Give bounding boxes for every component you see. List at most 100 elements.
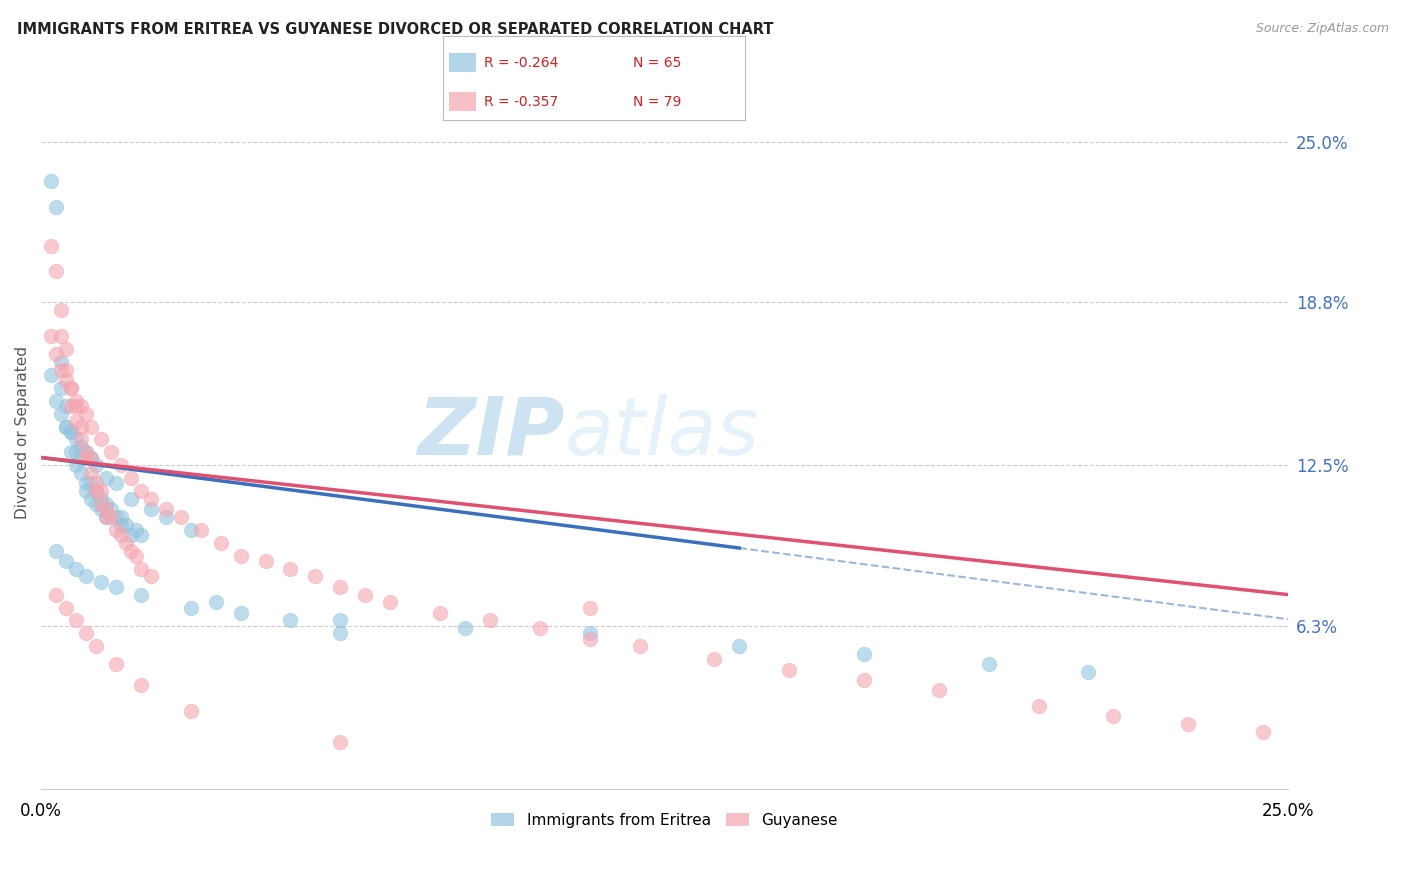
Text: Source: ZipAtlas.com: Source: ZipAtlas.com: [1256, 22, 1389, 36]
Point: [280, 562, 302, 576]
Point: [39, 329, 62, 343]
Point: [429, 606, 451, 620]
Point: [75, 450, 97, 465]
Point: [45, 393, 67, 408]
Point: [70, 440, 93, 454]
Point: [90, 502, 112, 516]
Point: [45, 264, 67, 278]
Point: [49, 407, 72, 421]
Point: [329, 580, 352, 594]
Point: [65, 433, 87, 447]
Point: [55, 362, 77, 376]
Point: [60, 399, 83, 413]
Point: [75, 626, 97, 640]
Point: [380, 595, 402, 609]
Text: ZIP: ZIP: [418, 394, 565, 472]
Point: [209, 536, 232, 550]
Point: [65, 614, 87, 628]
Point: [90, 574, 112, 589]
Point: [55, 419, 77, 434]
Point: [94, 510, 117, 524]
Point: [84, 484, 107, 499]
Point: [110, 510, 132, 524]
Point: [75, 407, 97, 421]
Point: [728, 640, 751, 654]
Point: [65, 399, 87, 413]
Point: [45, 347, 67, 361]
Point: [100, 502, 122, 516]
Point: [478, 614, 501, 628]
Point: [329, 626, 352, 640]
Point: [578, 632, 600, 646]
Point: [578, 600, 600, 615]
Point: [115, 517, 138, 532]
Point: [49, 329, 72, 343]
Point: [129, 484, 152, 499]
Point: [84, 476, 107, 491]
Point: [80, 450, 103, 465]
Point: [90, 497, 112, 511]
Point: [1177, 717, 1199, 731]
Point: [94, 497, 117, 511]
Point: [110, 528, 132, 542]
Point: [1251, 724, 1274, 739]
Point: [60, 425, 83, 439]
Point: [65, 414, 87, 428]
Point: [155, 510, 177, 524]
Point: [55, 342, 77, 356]
Point: [180, 600, 202, 615]
Point: [84, 640, 107, 654]
Point: [104, 476, 127, 491]
Point: [104, 523, 127, 537]
Point: [120, 471, 142, 485]
Point: [852, 647, 875, 661]
Point: [139, 491, 162, 506]
Point: [65, 458, 87, 473]
Point: [80, 466, 103, 480]
Point: [120, 543, 142, 558]
Point: [129, 588, 152, 602]
Point: [65, 562, 87, 576]
Point: [329, 735, 352, 749]
Point: [703, 652, 725, 666]
Point: [80, 476, 103, 491]
Point: [928, 683, 950, 698]
Text: R = -0.264: R = -0.264: [484, 56, 558, 70]
Point: [49, 303, 72, 318]
Point: [70, 419, 93, 434]
Text: N = 79: N = 79: [633, 95, 682, 109]
Point: [229, 549, 252, 563]
Point: [94, 471, 117, 485]
Point: [120, 528, 142, 542]
Text: R = -0.357: R = -0.357: [484, 95, 558, 109]
Point: [55, 600, 77, 615]
Point: [75, 445, 97, 459]
Point: [84, 497, 107, 511]
Point: [125, 549, 148, 563]
Point: [49, 381, 72, 395]
Point: [100, 510, 122, 524]
Point: [94, 510, 117, 524]
Point: [778, 663, 800, 677]
Point: [104, 510, 127, 524]
Point: [139, 502, 162, 516]
Point: [180, 523, 202, 537]
Point: [70, 466, 93, 480]
Point: [94, 502, 117, 516]
Point: [354, 588, 377, 602]
Point: [84, 458, 107, 473]
Point: [60, 445, 83, 459]
Point: [55, 554, 77, 568]
Point: [115, 536, 138, 550]
Point: [70, 399, 93, 413]
Point: [55, 419, 77, 434]
Text: IMMIGRANTS FROM ERITREA VS GUYANESE DIVORCED OR SEPARATED CORRELATION CHART: IMMIGRANTS FROM ERITREA VS GUYANESE DIVO…: [17, 22, 773, 37]
Point: [1102, 709, 1125, 723]
Point: [304, 569, 326, 583]
Point: [49, 362, 72, 376]
Point: [80, 419, 103, 434]
Point: [280, 614, 302, 628]
Bar: [449, 54, 477, 72]
Point: [49, 355, 72, 369]
Point: [65, 393, 87, 408]
